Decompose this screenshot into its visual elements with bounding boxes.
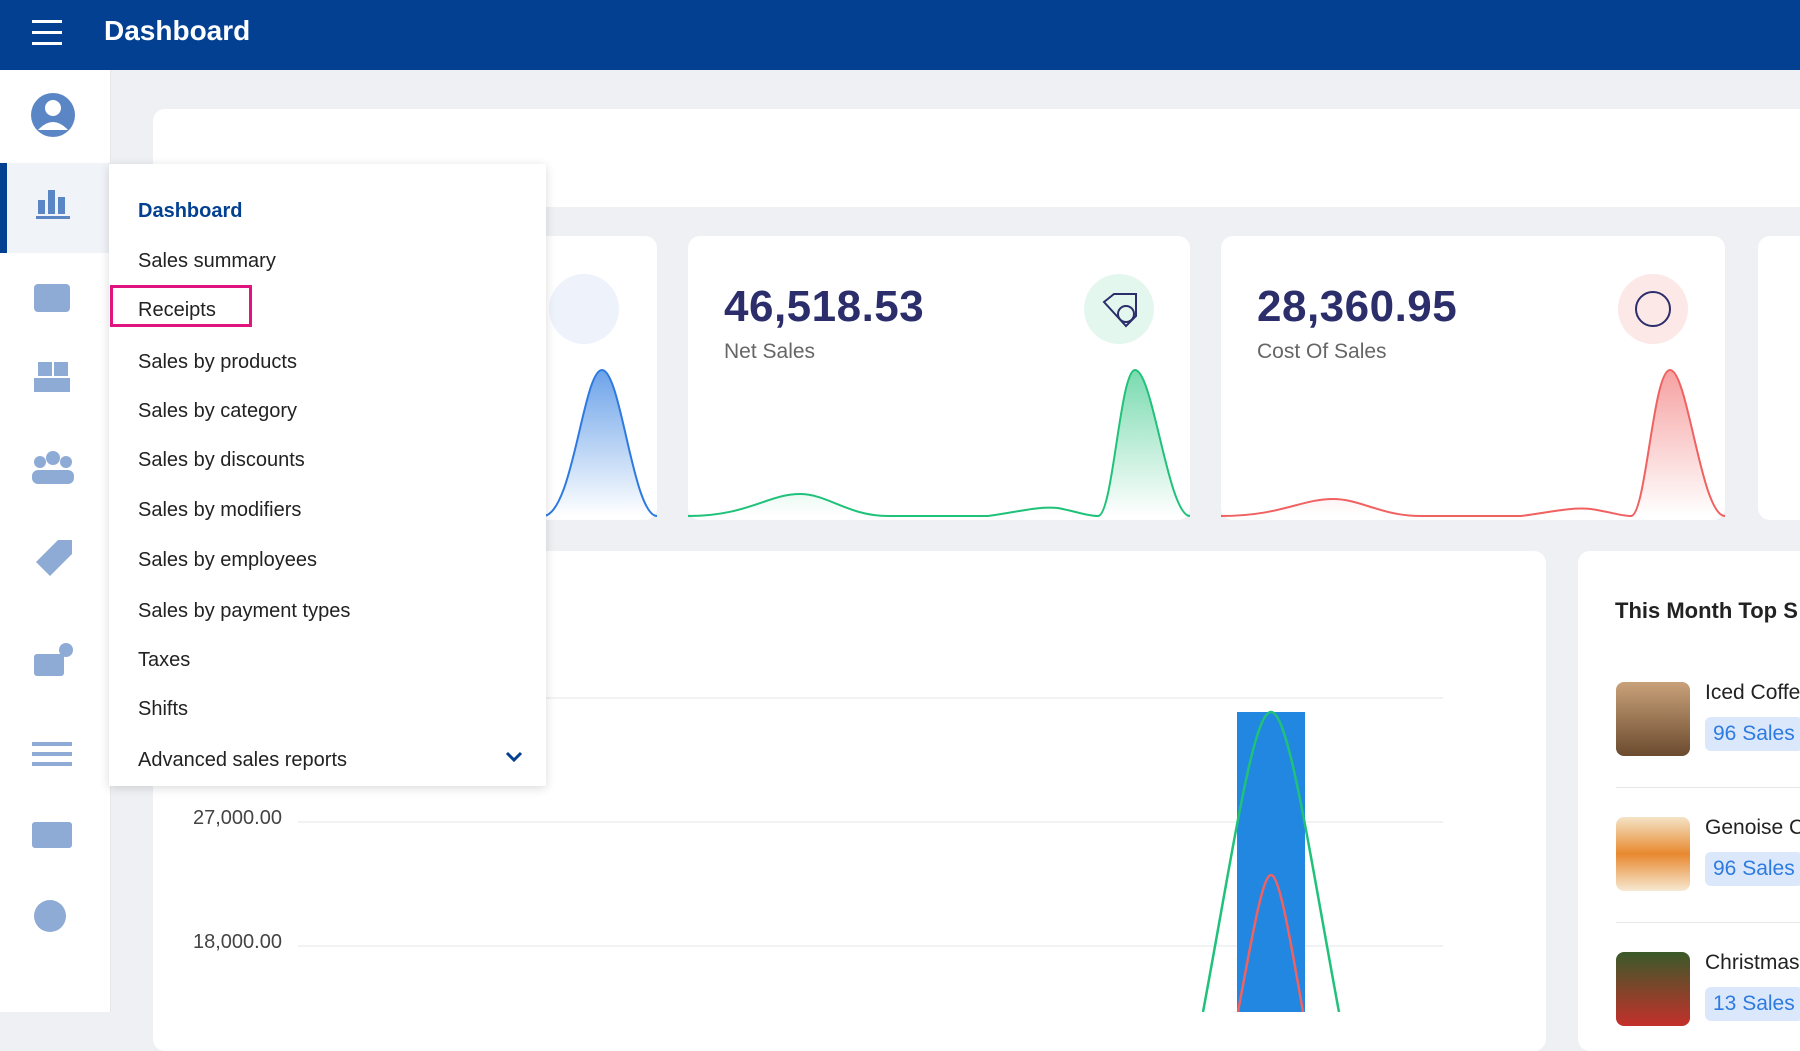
menu-item[interactable]: Receipts (138, 299, 216, 321)
product-name: Genoise C (1705, 816, 1800, 839)
page-title: Dashboard (104, 15, 251, 46)
menu-button[interactable] (32, 18, 64, 48)
net-sales-card: 46,518.53 Net Sales (688, 236, 1190, 520)
top-bar: Dashboard (0, 0, 1800, 70)
menu-item[interactable]: Dashboard (138, 200, 243, 222)
menu-item[interactable]: Sales by modifiers (138, 499, 302, 521)
expand-chevron[interactable] (505, 750, 523, 764)
card-value: 46,518.53 (724, 282, 925, 331)
sales-badge: 96 Sales (1705, 852, 1800, 886)
menu-item[interactable]: Shifts (138, 698, 189, 720)
product-name: Iced Coffe (1705, 681, 1800, 704)
product-name: Christmas (1705, 951, 1800, 974)
sales-badge: 96 Sales (1705, 717, 1800, 751)
top-sales-panel: This Month Top S Iced Coffe 96 Sales Gen… (1578, 551, 1800, 1051)
cost-of-sales-card: 28,360.95 Cost Of Sales (1221, 236, 1725, 520)
panel-title: This Month Top S (1615, 598, 1798, 623)
menu-item[interactable]: Sales by products (138, 351, 297, 373)
y-axis-label: 18,000.00 (193, 931, 282, 953)
menu-item[interactable]: Sales by discounts (138, 449, 305, 471)
sparkline (688, 274, 1190, 518)
divider (1616, 787, 1800, 788)
sidebar-icons (0, 93, 110, 932)
y-axis-label: 27,000.00 (193, 807, 282, 829)
menu-item[interactable]: Sales summary (138, 250, 276, 272)
menu-item[interactable]: Advanced sales reports (138, 749, 348, 771)
menu-item[interactable]: Sales by category (138, 400, 297, 422)
divider (1616, 922, 1800, 923)
product-image (1616, 682, 1690, 756)
sparkline (542, 274, 657, 517)
card-label: Net Sales (724, 340, 816, 363)
highlight-box (110, 285, 252, 327)
product-image (1616, 817, 1690, 891)
menu-item[interactable]: Sales by employees (138, 549, 317, 571)
card-label: Cost Of Sales (1257, 340, 1387, 363)
card-value: 28,360.95 (1257, 282, 1458, 331)
product-image (1616, 952, 1690, 1026)
menu-item[interactable]: Sales by payment types (138, 600, 351, 622)
sales-badge: 13 Sales (1705, 987, 1800, 1021)
sidebar (0, 70, 111, 1012)
menu-item[interactable]: Taxes (138, 649, 191, 671)
partial-card (1758, 236, 1800, 520)
sparkline (1221, 274, 1725, 518)
reports-menu: Dashboard Sales summary Receipts Sales b… (109, 164, 546, 786)
